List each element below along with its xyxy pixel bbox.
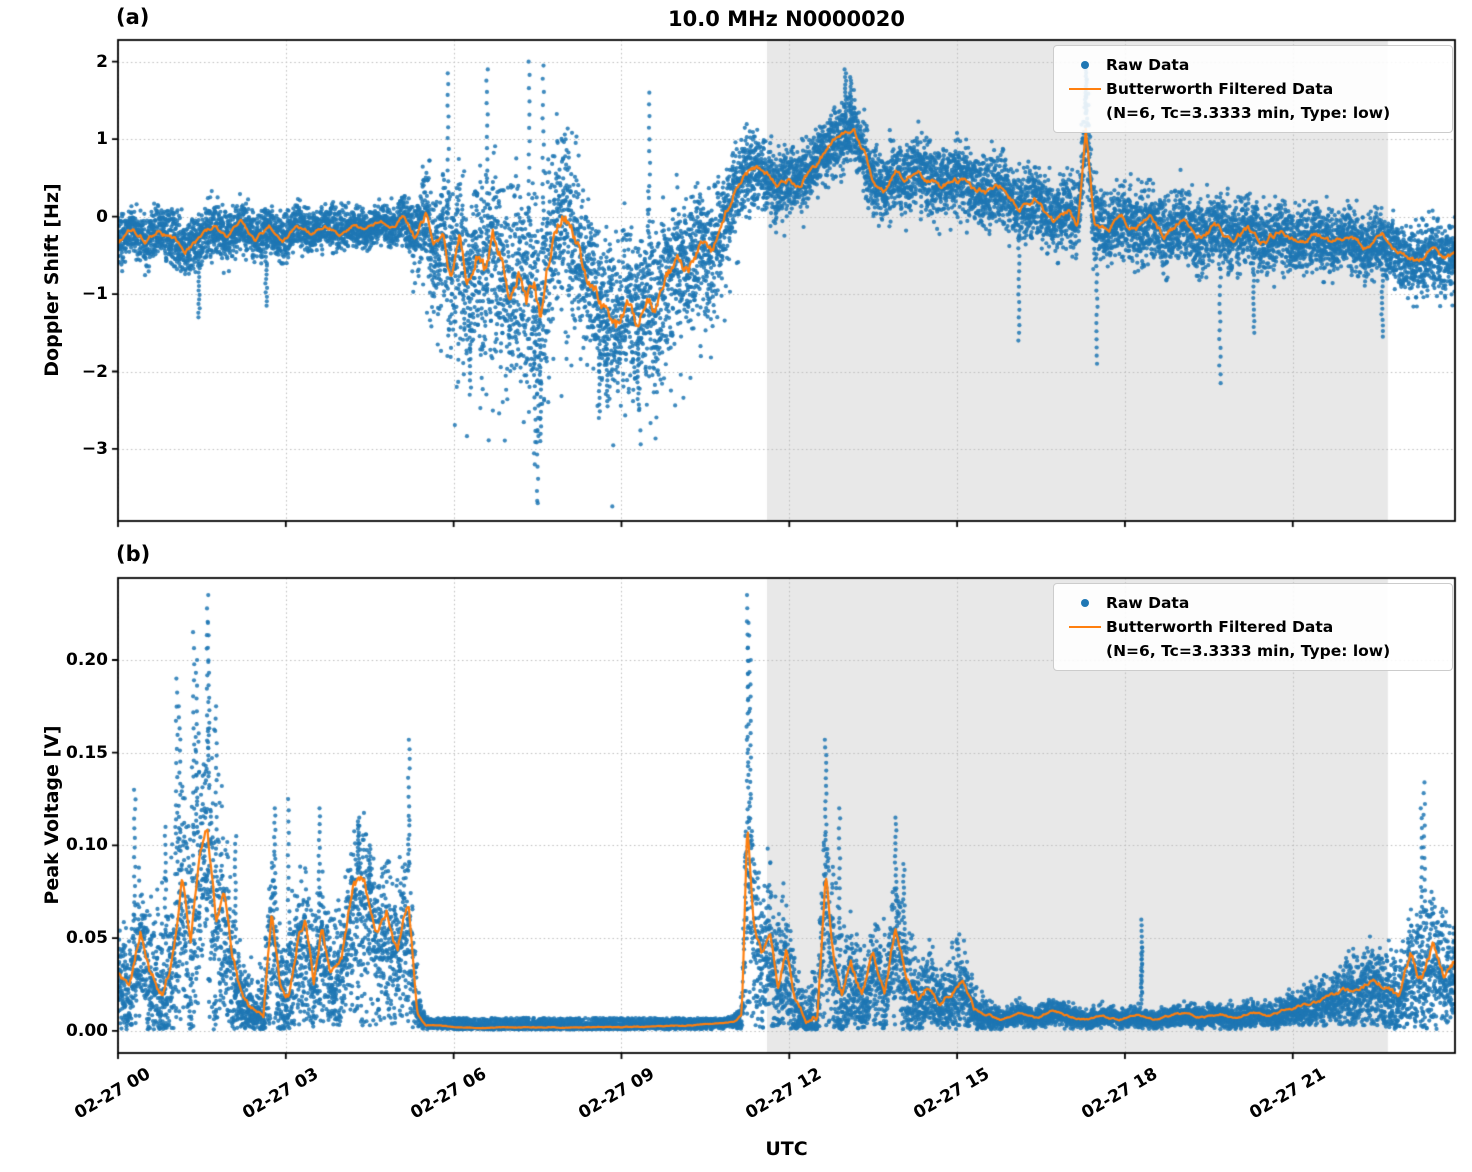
panel-a-legend: Raw Data Butterworth Filtered Data (N=6,… — [1053, 45, 1453, 133]
legend-raw-label: Raw Data — [1106, 56, 1190, 74]
legend-row-filtered: Butterworth Filtered Data — [1064, 77, 1442, 101]
panel-a-label: (a) — [116, 5, 150, 29]
panel-b-label: (b) — [116, 542, 151, 566]
raw-data-dot-icon — [1064, 599, 1106, 607]
legend-row-filtered-params: (N=6, Tc=3.3333 min, Type: low) — [1064, 101, 1442, 125]
panel-b-legend: Raw Data Butterworth Filtered Data (N=6,… — [1053, 583, 1453, 671]
raw-data-dot-icon — [1064, 61, 1106, 69]
legend-filtered-params: (N=6, Tc=3.3333 min, Type: low) — [1106, 104, 1391, 122]
legend-filtered-label: Butterworth Filtered Data — [1106, 618, 1334, 636]
legend-row-raw: Raw Data — [1064, 53, 1442, 77]
legend-row-filtered: Butterworth Filtered Data — [1064, 615, 1442, 639]
filtered-line-icon — [1064, 626, 1106, 628]
figure-title: 10.0 MHz N0000020 — [668, 7, 905, 31]
legend-filtered-label: Butterworth Filtered Data — [1106, 80, 1334, 98]
x-axis-label: UTC — [765, 1138, 808, 1160]
legend-filtered-params: (N=6, Tc=3.3333 min, Type: low) — [1106, 642, 1391, 660]
legend-raw-label: Raw Data — [1106, 594, 1190, 612]
legend-row-filtered-params: (N=6, Tc=3.3333 min, Type: low) — [1064, 639, 1442, 663]
legend-row-raw: Raw Data — [1064, 591, 1442, 615]
panel-a-y-axis-label: Doppler Shift [Hz] — [41, 183, 63, 377]
panel-b-y-axis-label: Peak Voltage [V] — [41, 725, 63, 905]
filtered-line-icon — [1064, 88, 1106, 90]
